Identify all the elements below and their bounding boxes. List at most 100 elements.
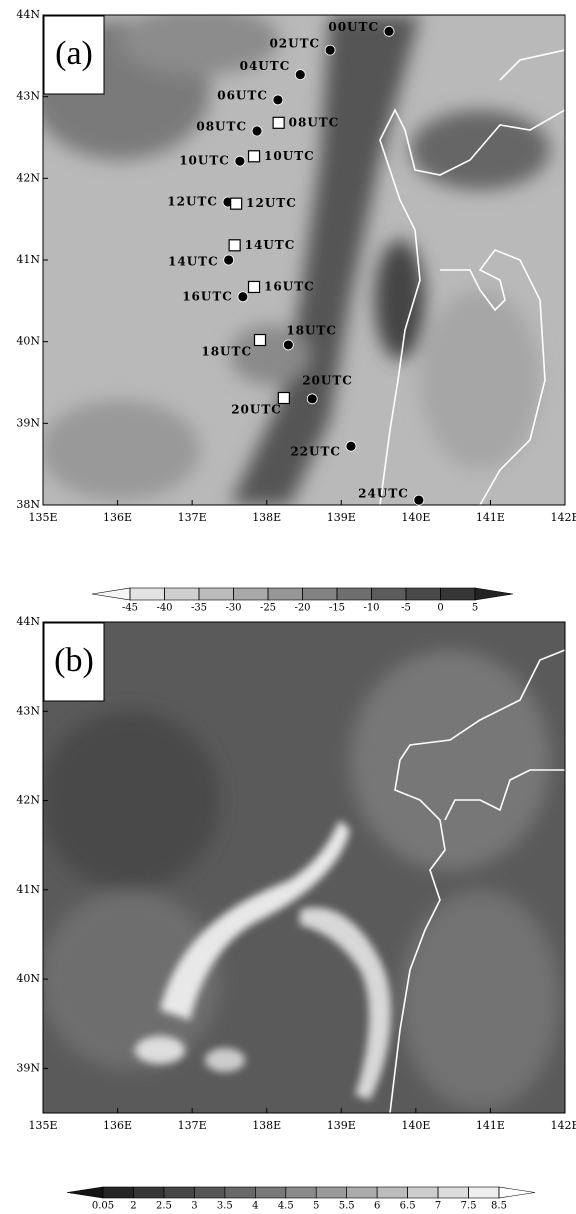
track-label: 12UTC xyxy=(167,195,218,209)
track-label: 02UTC xyxy=(269,37,320,51)
colorbar-label: -35 xyxy=(191,603,207,614)
track-circle xyxy=(345,440,357,452)
colorbar-label: -10 xyxy=(363,603,379,614)
colorbar-label: 2 xyxy=(130,1201,136,1212)
colorbar-box xyxy=(371,587,407,601)
colorbar-label: 5 xyxy=(313,1201,319,1212)
track-label: 10UTC xyxy=(264,149,315,163)
colorbar-end xyxy=(91,587,131,601)
track-square xyxy=(247,150,261,163)
colorbar-box xyxy=(407,1186,439,1199)
colorbar-label: 6.5 xyxy=(400,1201,416,1212)
colorbar-label: 7.5 xyxy=(461,1201,477,1212)
x-tick-label: 140E xyxy=(401,511,430,524)
track-circle xyxy=(413,494,425,506)
track-square xyxy=(230,197,243,210)
track-square xyxy=(228,239,241,252)
colorbar-box xyxy=(163,1186,195,1199)
colorbar-label: 7 xyxy=(435,1201,441,1212)
panel-label-box xyxy=(43,15,105,95)
track-label: 18UTC xyxy=(201,345,252,359)
colorbar-box xyxy=(233,587,269,601)
x-tick-label: 138E xyxy=(252,1119,281,1132)
track-circle xyxy=(282,339,294,351)
colorbar-label: -45 xyxy=(122,603,138,614)
colorbar-end xyxy=(474,587,514,601)
colorbar-end xyxy=(66,1186,104,1199)
colorbar-box xyxy=(440,587,476,601)
colorbar-box xyxy=(198,587,234,601)
colorbar-end xyxy=(498,1186,536,1199)
colorbar-box xyxy=(346,1186,378,1199)
colorbar-box xyxy=(102,1186,134,1199)
colorbar-box xyxy=(164,587,200,601)
y-tick-label: 42N xyxy=(16,794,40,807)
colorbar-box xyxy=(405,587,441,601)
track-label: 16UTC xyxy=(264,279,315,293)
colorbar-label: 0 xyxy=(437,603,443,614)
track-circle xyxy=(234,155,246,167)
colorbar-label: -25 xyxy=(260,603,276,614)
track-circle xyxy=(324,44,336,56)
x-tick-label: 135E xyxy=(28,1119,57,1132)
panel-label: (a) xyxy=(55,35,93,72)
track-label: 10UTC xyxy=(179,154,230,168)
colorbar-box xyxy=(285,1186,317,1199)
frame xyxy=(42,621,566,1114)
colorbar-box xyxy=(133,1186,165,1199)
colorbar-label: 5.5 xyxy=(339,1201,355,1212)
colorbar-box xyxy=(194,1186,226,1199)
colorbar-label: -5 xyxy=(401,603,411,614)
track-circle xyxy=(306,393,318,405)
track-label: 16UTC xyxy=(182,289,233,303)
track-circle xyxy=(272,94,284,106)
colorbar-label: 2.5 xyxy=(156,1201,172,1212)
y-tick-label: 44N xyxy=(16,615,40,628)
track-square xyxy=(277,391,290,405)
track-label: 20UTC xyxy=(302,373,353,387)
colorbar-box xyxy=(336,587,372,601)
panel-label: (b) xyxy=(54,642,94,679)
track-label: 14UTC xyxy=(245,238,296,252)
panel-label-box xyxy=(43,622,105,702)
track-label: 04UTC xyxy=(240,59,291,73)
track-circle xyxy=(237,291,249,303)
colorbar-label: 8.5 xyxy=(491,1201,507,1212)
colorbar-box xyxy=(302,587,338,601)
track-square xyxy=(247,280,261,294)
track-circle xyxy=(383,25,395,37)
y-tick-label: 40N xyxy=(16,972,40,985)
colorbar-box xyxy=(267,587,303,601)
track-label: 08UTC xyxy=(289,115,340,129)
track-label: 20UTC xyxy=(231,403,282,417)
track-label: 12UTC xyxy=(246,196,297,210)
x-tick-label: 135E xyxy=(28,511,57,524)
colorbar-box xyxy=(437,1186,469,1199)
track-label: 06UTC xyxy=(217,88,268,102)
colorbar-label: -20 xyxy=(294,603,310,614)
y-tick-label: 40N xyxy=(16,335,40,348)
track-label: 08UTC xyxy=(196,119,247,133)
colorbar-label: 0.05 xyxy=(92,1201,114,1212)
colorbar-label: 3.5 xyxy=(217,1201,233,1212)
x-tick-label: 136E xyxy=(103,1119,132,1132)
y-tick-label: 44N xyxy=(16,8,40,21)
colorbar-box xyxy=(376,1186,408,1199)
track-circle xyxy=(251,125,263,137)
colorbar-label: -30 xyxy=(225,603,241,614)
colorbar-label: 4.5 xyxy=(278,1201,294,1212)
y-tick-label: 41N xyxy=(16,253,40,266)
y-tick-label: 42N xyxy=(16,171,40,184)
track-square xyxy=(253,333,267,347)
x-tick-label: 141E xyxy=(476,511,505,524)
track-label: 00UTC xyxy=(328,20,379,34)
x-tick-label: 139E xyxy=(327,511,356,524)
track-circle xyxy=(223,254,235,266)
x-tick-label: 139E xyxy=(327,1119,356,1132)
x-tick-label: 140E xyxy=(401,1119,430,1132)
x-tick-label: 142E xyxy=(550,511,576,524)
x-tick-label: 142E xyxy=(550,1119,576,1132)
x-tick-label: 137E xyxy=(178,1119,207,1132)
colorbar-label: -40 xyxy=(156,603,172,614)
